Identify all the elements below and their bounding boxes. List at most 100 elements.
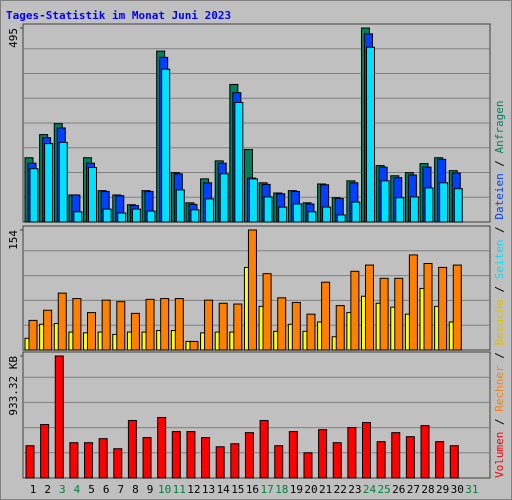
legend-separator: / [493, 412, 506, 432]
bar [335, 305, 345, 351]
bar [113, 448, 123, 479]
x-tick-label: 11 [173, 483, 186, 496]
bar [127, 419, 137, 479]
bar [201, 437, 211, 479]
bar [98, 438, 108, 479]
bar [101, 299, 111, 351]
bar [321, 281, 331, 351]
bar [395, 197, 405, 223]
x-tick-label: 13 [202, 483, 215, 496]
legend-entry: Seiten [493, 240, 506, 280]
y-tick-label: 933.32 KB [7, 356, 20, 416]
x-tick-label: 7 [117, 483, 124, 496]
bar [204, 299, 214, 351]
x-tick-label: 16 [246, 483, 259, 496]
x-tick-label: 2 [44, 483, 51, 496]
y-tick-label: 495 [7, 28, 20, 48]
bar [102, 208, 112, 223]
bar [262, 273, 272, 351]
bar [332, 442, 342, 479]
bar [84, 442, 94, 479]
bar [233, 303, 243, 351]
bar [145, 298, 155, 351]
bar [336, 214, 346, 223]
x-tick-label: 24 [363, 483, 377, 496]
bar [186, 431, 196, 479]
bar [174, 298, 184, 351]
bar [424, 187, 434, 223]
bar [54, 355, 64, 479]
bar [438, 266, 448, 351]
legend-entry: Anfragen [493, 100, 506, 153]
legend-separator: / [493, 153, 506, 173]
x-tick-label: 29 [436, 483, 449, 496]
bar [439, 182, 449, 223]
bar [408, 254, 418, 351]
bar [453, 188, 463, 223]
bar [423, 263, 433, 351]
bar [350, 270, 360, 351]
bar [190, 209, 200, 223]
x-tick-label: 12 [187, 483, 200, 496]
bar [189, 340, 199, 351]
bar [292, 203, 302, 223]
bar [391, 432, 401, 479]
bar [175, 189, 185, 223]
bar [160, 298, 170, 351]
x-tick-label: 9 [147, 483, 154, 496]
bar [88, 167, 98, 223]
bar [73, 211, 83, 223]
bar [219, 173, 229, 223]
x-tick-label: 14 [217, 483, 231, 496]
legend-entry: Rechner [493, 365, 506, 412]
bar [205, 198, 215, 223]
x-tick-label: 30 [451, 483, 464, 496]
bar [420, 425, 430, 479]
bar [259, 419, 269, 479]
x-tick-label: 31 [465, 483, 478, 496]
bar [244, 432, 254, 479]
bar [40, 424, 50, 479]
x-tick-label: 5 [88, 483, 95, 496]
bar [365, 46, 375, 223]
bar [351, 201, 361, 223]
x-tick-label: 25 [377, 483, 390, 496]
legend-entry: Besuche [493, 299, 506, 345]
x-tick-label: 19 [290, 483, 303, 496]
bar [131, 208, 141, 223]
x-tick-label: 28 [421, 483, 434, 496]
bar [361, 422, 371, 479]
x-tick-label: 6 [103, 483, 110, 496]
bar [72, 298, 82, 351]
x-tick-label: 10 [158, 483, 171, 496]
bar [230, 443, 240, 479]
x-tick-label: 21 [319, 483, 332, 496]
bar [306, 313, 316, 351]
bar [171, 431, 181, 479]
x-tick-label: 15 [231, 483, 244, 496]
bar [116, 301, 126, 351]
bar [322, 206, 332, 223]
legend-separator: / [493, 346, 506, 366]
bar [452, 264, 462, 351]
bar [247, 229, 257, 351]
bar [379, 277, 389, 351]
bar [248, 178, 258, 223]
legend-separator: / [493, 220, 506, 240]
bar [376, 441, 386, 479]
x-tick-label: 22 [334, 483, 347, 496]
bar [364, 264, 374, 351]
legend: Volumen / Rechner / Besuche / Seiten / D… [493, 100, 506, 478]
bar [130, 312, 140, 351]
legend-separator: / [493, 279, 506, 299]
bar [44, 143, 54, 223]
bar [28, 319, 38, 351]
bar [234, 101, 244, 223]
bar [161, 68, 171, 223]
bar [263, 196, 273, 223]
bar [142, 437, 152, 479]
x-tick-label: 3 [59, 483, 66, 496]
x-tick-label: 8 [132, 483, 139, 496]
legend-entry: Volumen [493, 432, 506, 478]
